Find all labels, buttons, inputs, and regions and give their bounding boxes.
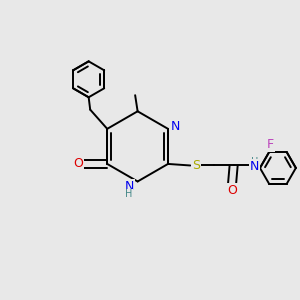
Text: H: H bbox=[251, 157, 258, 167]
Text: N: N bbox=[250, 160, 260, 173]
Text: H: H bbox=[125, 190, 133, 200]
Text: O: O bbox=[227, 184, 237, 197]
Text: S: S bbox=[192, 159, 200, 172]
Text: O: O bbox=[73, 158, 83, 170]
Text: F: F bbox=[267, 138, 274, 151]
Text: N: N bbox=[171, 120, 180, 133]
Text: N: N bbox=[124, 180, 134, 193]
